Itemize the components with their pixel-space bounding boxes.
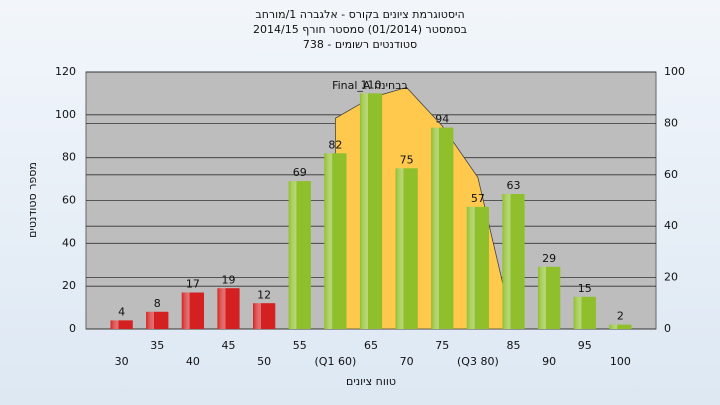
title-line: סטודנטים רשומים - 738 [303, 38, 417, 51]
y2-tick-label: 80 [664, 116, 678, 129]
y-tick-label: 60 [62, 194, 76, 207]
data-label: 2 [617, 310, 624, 323]
x-tick-label: 35 [150, 339, 164, 352]
x-tick-label: 90 [542, 355, 556, 368]
y2-tick-label: 0 [664, 322, 671, 335]
x-tick-label: (Q3 80) [457, 355, 499, 368]
data-label: 19 [222, 273, 236, 286]
y2-tick-label: 60 [664, 168, 678, 181]
bar [502, 194, 525, 329]
data-label: 110 [361, 78, 382, 91]
title-line: היסטוגרמת ציונים בקורס - אלגברה 1/מורחב [255, 8, 464, 21]
x-tick-label: 75 [435, 339, 449, 352]
x-tick-label: 65 [364, 339, 378, 352]
y2-tick-label: 20 [664, 271, 678, 284]
bar [395, 168, 418, 329]
data-label: 82 [328, 138, 342, 151]
x-tick-label: (Q1 60) [315, 355, 357, 368]
annotation: בבחינה Final_A [332, 79, 408, 92]
data-label: 69 [293, 166, 307, 179]
y-tick-label: 0 [69, 322, 76, 335]
x-tick-label: 30 [115, 355, 129, 368]
bar [609, 324, 632, 329]
x-tick-label: 55 [293, 339, 307, 352]
data-label: 75 [400, 153, 414, 166]
bar [466, 206, 489, 329]
y2-tick-label: 100 [664, 65, 685, 78]
bar [359, 93, 383, 330]
bar [181, 292, 204, 329]
bar [110, 320, 133, 329]
y-tick-label: 100 [55, 108, 76, 121]
data-label: 17 [186, 278, 200, 291]
data-label: 94 [435, 113, 449, 126]
x-tick-label: 95 [578, 339, 592, 352]
y-axis-label: מספר סטודנטים [26, 162, 39, 238]
bar [217, 288, 240, 329]
x-tick-label: 100 [610, 355, 631, 368]
x-tick-label: 50 [257, 355, 271, 368]
y-tick-label: 80 [62, 151, 76, 164]
bar [146, 311, 169, 329]
x-tick-label: 45 [222, 339, 236, 352]
title-line: בסמסטר (01/2014) סמסטר חורף 2014/15 [253, 23, 467, 36]
data-label: 4 [118, 305, 125, 318]
y-tick-label: 120 [55, 65, 76, 78]
bar [573, 296, 596, 329]
y-tick-label: 40 [62, 236, 76, 249]
x-tick-label: 40 [186, 355, 200, 368]
bar [431, 127, 454, 329]
y-tick-label: 20 [62, 279, 76, 292]
bar [253, 303, 276, 329]
x-axis-label: טווח ציונים [346, 375, 396, 388]
data-label: 8 [154, 297, 161, 310]
y2-tick-label: 40 [664, 219, 678, 232]
bar [324, 153, 347, 329]
data-label: 15 [578, 282, 592, 295]
data-label: 29 [542, 252, 556, 265]
data-label: 57 [471, 192, 485, 205]
data-label: 12 [257, 288, 271, 301]
x-tick-label: 70 [400, 355, 414, 368]
bar [538, 266, 561, 329]
bar [288, 181, 311, 329]
x-tick-label: 85 [507, 339, 521, 352]
data-label: 63 [507, 179, 521, 192]
